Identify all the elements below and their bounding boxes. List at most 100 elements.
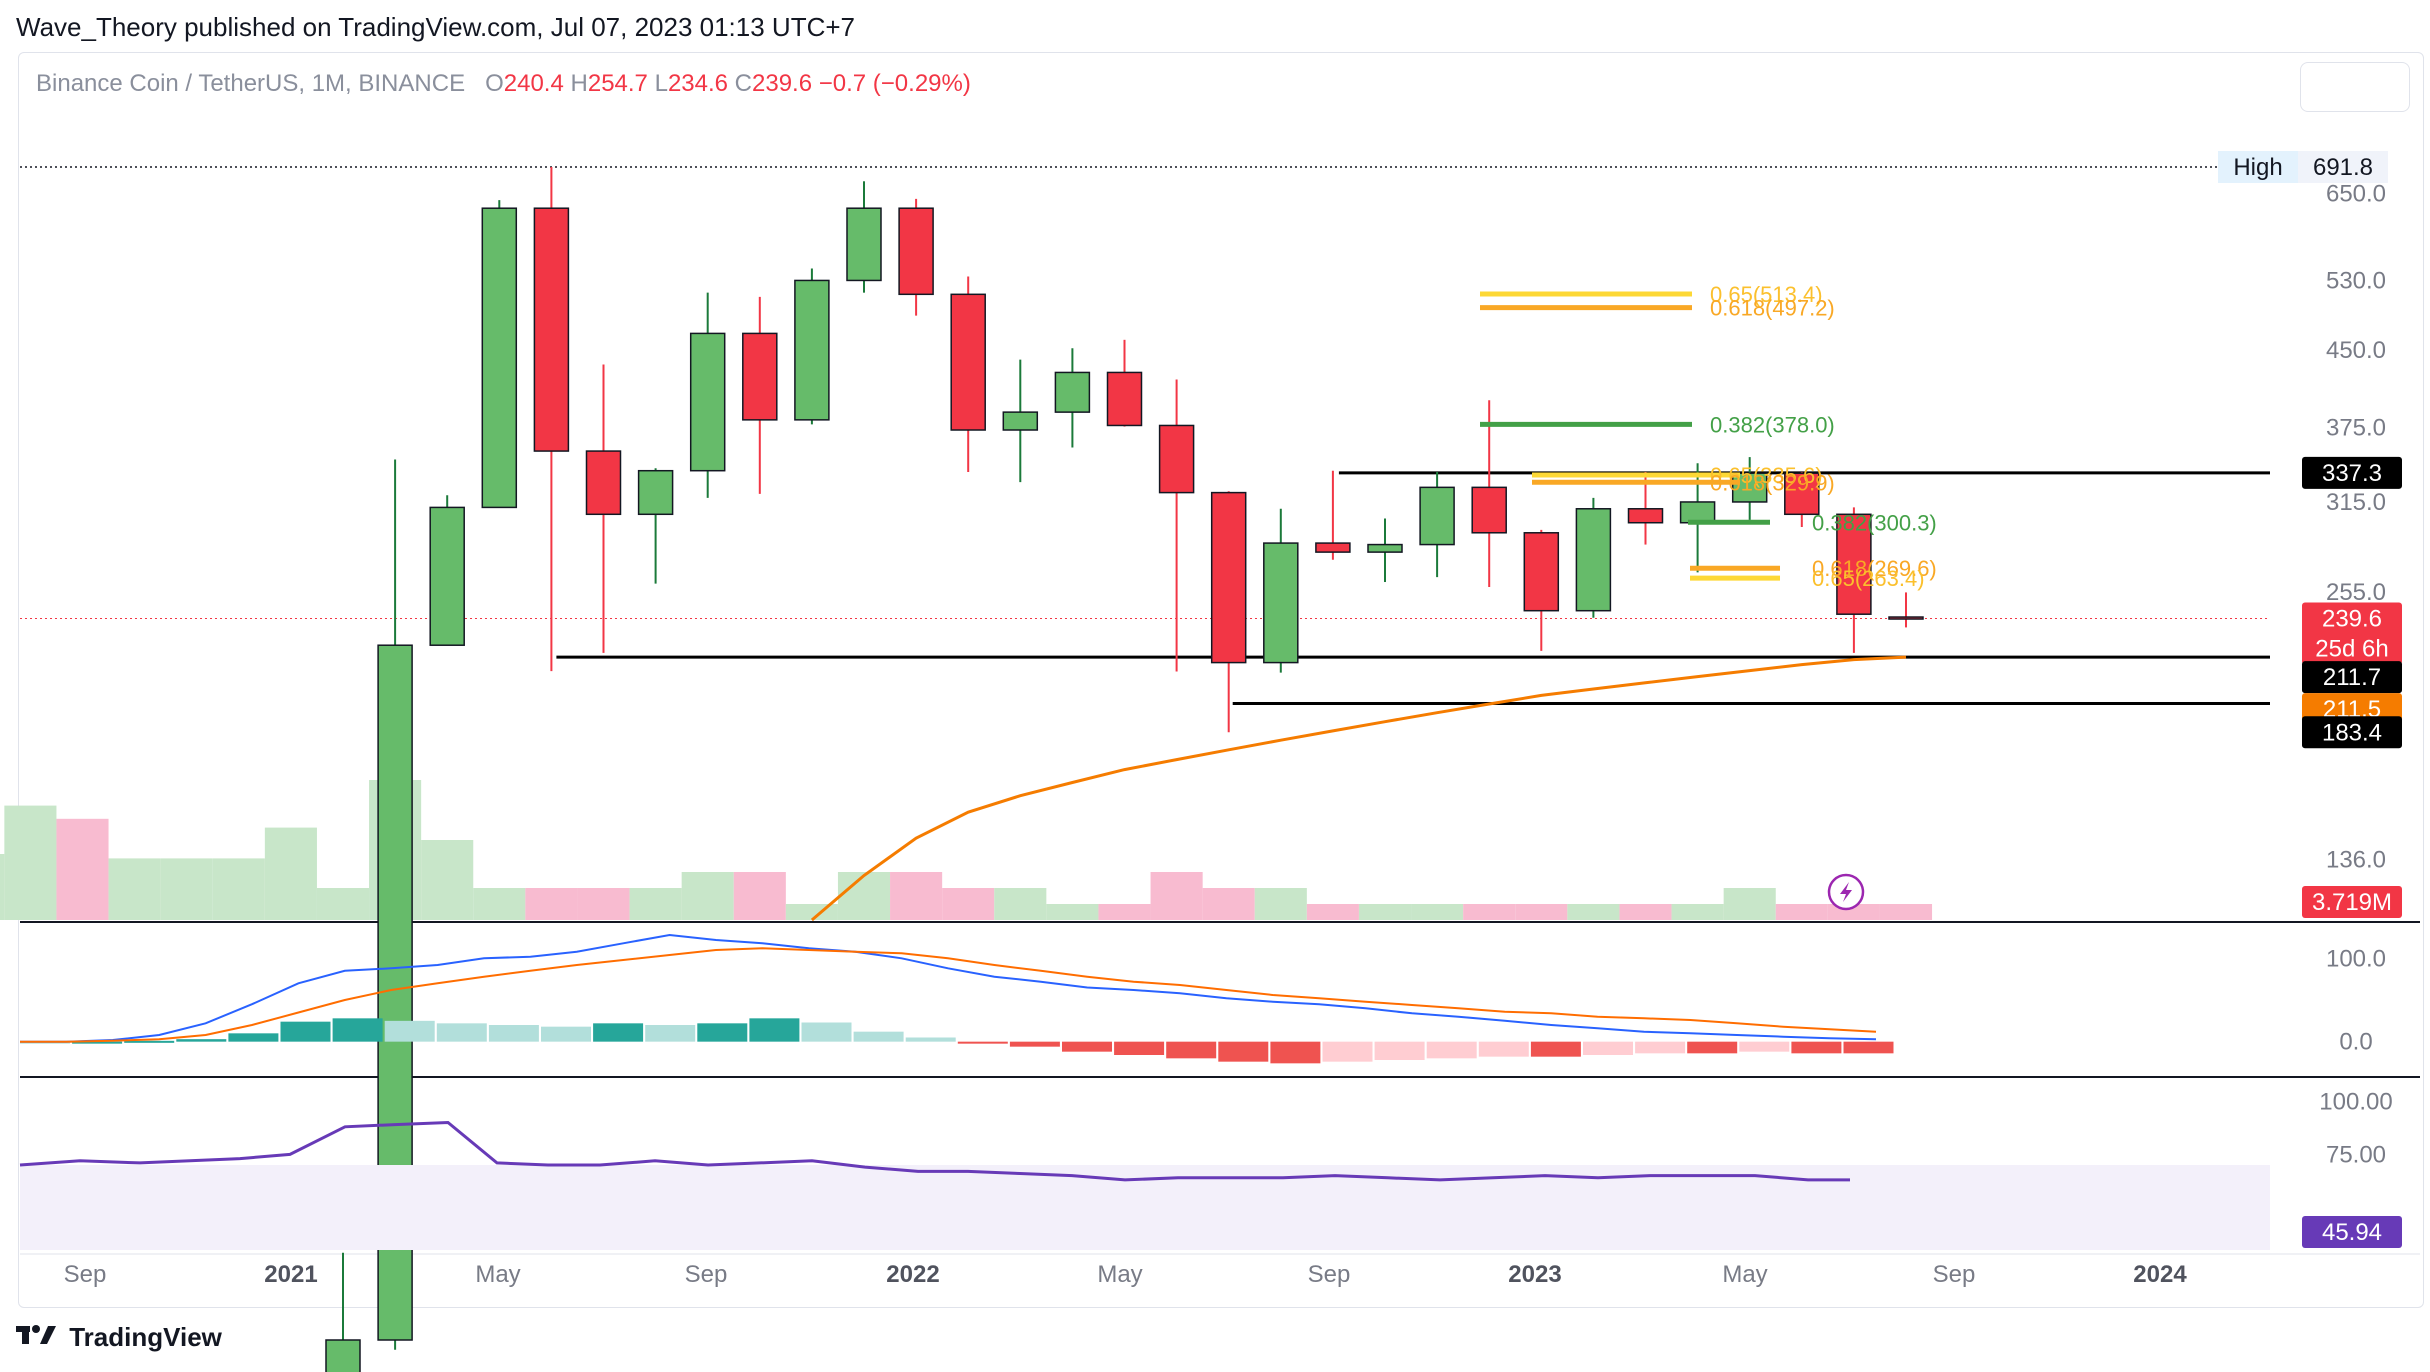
legend-high-label: H bbox=[570, 70, 588, 97]
candle-body bbox=[1784, 472, 1820, 516]
publish-header: Wave_Theory published on TradingView.com… bbox=[16, 12, 855, 42]
volume-bar bbox=[1098, 904, 1151, 920]
macd-histogram-bar bbox=[957, 1041, 1008, 1044]
legend-open: 240.4 bbox=[503, 70, 564, 97]
volume-bar bbox=[1775, 904, 1828, 920]
candle-body bbox=[898, 207, 934, 296]
x-axis-tick: May bbox=[475, 1261, 520, 1288]
volume-bar bbox=[4, 805, 57, 920]
macd-histogram-bar bbox=[1374, 1041, 1425, 1060]
price-axis-tick: 530.0 bbox=[2326, 267, 2386, 294]
macd-axis-tick: 0.0 bbox=[2339, 1029, 2372, 1056]
volume-bar bbox=[1723, 888, 1776, 920]
macd-histogram-bar bbox=[1166, 1041, 1217, 1059]
volume-bar bbox=[316, 888, 370, 920]
price-tag-label: 3.719M bbox=[2312, 889, 2392, 916]
candle-body bbox=[846, 207, 882, 282]
candle-body bbox=[585, 450, 622, 516]
macd-layer bbox=[20, 933, 1894, 1064]
rsi-line bbox=[19, 1120, 1850, 1182]
macd-histogram-bar bbox=[1426, 1041, 1477, 1059]
volume-bar bbox=[108, 858, 161, 920]
candle-body bbox=[1888, 616, 1924, 620]
macd-histogram-bar bbox=[905, 1037, 956, 1042]
volume-bar bbox=[1358, 904, 1412, 920]
rsi-axis-tick: 75.00 bbox=[2326, 1141, 2386, 1168]
macd-histogram-bar bbox=[1843, 1041, 1894, 1054]
macd-line bbox=[20, 933, 1877, 1043]
macd-histogram-bar bbox=[1635, 1041, 1686, 1054]
volume-bar bbox=[473, 888, 526, 920]
x-axis-tick: May bbox=[1097, 1261, 1142, 1288]
candle-body bbox=[742, 332, 778, 421]
x-axis-tick: Sep bbox=[1933, 1261, 1976, 1288]
price-tag-bg bbox=[2302, 886, 2402, 918]
price-axis: 650.0530.0450.0375.0315.0255.0218.8196.2… bbox=[2326, 181, 2386, 874]
candle-body bbox=[950, 293, 986, 431]
legend-high: 254.7 bbox=[587, 70, 648, 97]
fib-level-label: 0.65(263.4) bbox=[1812, 566, 1925, 591]
macd-histogram-bar bbox=[1270, 1041, 1321, 1064]
volume-bar bbox=[890, 872, 943, 920]
x-axis-tick: Sep bbox=[1308, 1261, 1351, 1288]
volume-bar bbox=[1515, 904, 1568, 920]
volume-bar bbox=[629, 888, 682, 920]
legend-low-label: L bbox=[654, 70, 668, 97]
volume-bar bbox=[421, 840, 474, 920]
fib-level-label: 0.618(497.2) bbox=[1710, 296, 1835, 321]
price-tag-countdown: 25d 6h bbox=[2315, 635, 2388, 662]
lightning-icon bbox=[1827, 873, 1865, 911]
volume-bar bbox=[1306, 904, 1359, 920]
macd-histogram-bar bbox=[1218, 1041, 1269, 1062]
rsi-value-tag: 45.94 bbox=[2322, 1219, 2382, 1246]
fib-level-label: 0.382(378.0) bbox=[1710, 412, 1835, 437]
macd-histogram-bar bbox=[1322, 1041, 1373, 1062]
macd-histogram-bar bbox=[749, 1018, 800, 1042]
macd-histogram-bar bbox=[72, 1041, 123, 1044]
macd-histogram-bar bbox=[436, 1023, 487, 1042]
volume-bar bbox=[785, 904, 838, 920]
volume-bar bbox=[681, 872, 734, 920]
tradingview-brand-text: TradingView bbox=[69, 1322, 222, 1352]
price-axis-tick: 136.0 bbox=[2326, 847, 2386, 874]
candle-body bbox=[1419, 486, 1455, 546]
high-badge-bg bbox=[2218, 151, 2298, 184]
candle-body bbox=[794, 279, 830, 421]
volume-bar bbox=[212, 858, 265, 920]
tradingview-logo-icon bbox=[16, 1322, 56, 1353]
price-tag-label: 211.7 bbox=[2323, 664, 2381, 691]
volume-bar bbox=[837, 872, 891, 920]
volume-bar bbox=[1567, 904, 1620, 920]
macd-histogram-bar bbox=[1478, 1041, 1529, 1057]
tradingview-brand[interactable]: TradingView bbox=[16, 1322, 222, 1353]
x-axis-tick: 2023 bbox=[1508, 1261, 1561, 1288]
volume-bar bbox=[264, 827, 317, 920]
candle-body bbox=[1002, 411, 1039, 431]
candle-body bbox=[1679, 501, 1716, 524]
candle-body bbox=[1315, 542, 1351, 553]
candle-body bbox=[1627, 508, 1664, 524]
legend-change: −0.7 (−0.29%) bbox=[818, 70, 971, 97]
macd-histogram-bar bbox=[1583, 1041, 1633, 1055]
candle-body bbox=[1367, 543, 1403, 553]
volume-bar bbox=[942, 888, 995, 920]
macd-histogram-bar bbox=[1009, 1041, 1060, 1047]
candle-body bbox=[1054, 371, 1091, 413]
volume-bar bbox=[577, 888, 630, 920]
legend-symbol[interactable]: Binance Coin / TetherUS, 1M, BINANCE bbox=[36, 70, 466, 97]
chart-menu-button[interactable] bbox=[2300, 62, 2410, 112]
chart-frame bbox=[18, 52, 2424, 1308]
candle-body bbox=[1263, 542, 1299, 664]
volume-bar bbox=[733, 872, 786, 920]
price-tag-label: 239.6 bbox=[2322, 605, 2382, 632]
volume-bar bbox=[994, 888, 1047, 920]
volume-bar bbox=[1879, 904, 1933, 920]
candle-body bbox=[689, 332, 726, 472]
legend-low: 234.6 bbox=[667, 70, 728, 97]
x-axis-tick: Sep bbox=[64, 1261, 107, 1288]
macd-histogram-bar bbox=[1791, 1041, 1842, 1054]
candle-body bbox=[429, 506, 465, 646]
price-axis-tick: 650.0 bbox=[2326, 181, 2386, 208]
macd-histogram-bar bbox=[280, 1021, 331, 1042]
